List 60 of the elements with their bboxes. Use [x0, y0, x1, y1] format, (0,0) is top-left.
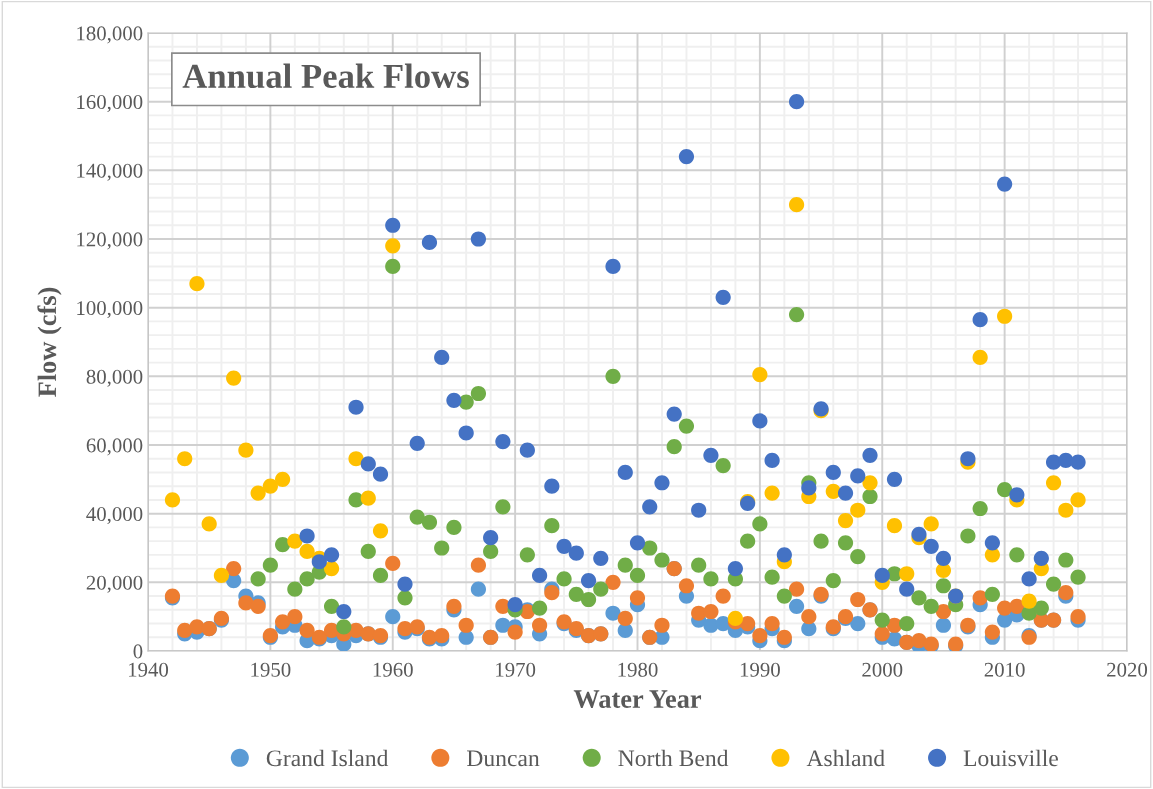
x-tick-label: 2010	[984, 662, 1025, 677]
point	[201, 516, 217, 532]
y-tick-label: 140,000	[77, 163, 143, 181]
legend-label: Louisville	[963, 749, 1058, 767]
y-tick-label: 180,000	[77, 26, 143, 44]
point	[727, 610, 744, 626]
point	[213, 567, 230, 584]
point	[275, 471, 291, 487]
x-tick-label: 1960	[373, 662, 413, 677]
point	[788, 197, 805, 213]
point	[299, 543, 315, 560]
x-tick-label: 1950	[251, 662, 291, 677]
point	[238, 442, 254, 458]
point	[1045, 475, 1062, 491]
legend-label: Duncan	[467, 750, 540, 767]
point	[923, 516, 939, 532]
text: Annual Peak Flows	[182, 63, 469, 89]
x-tick-label: 1990	[740, 662, 780, 677]
point	[262, 478, 278, 494]
point	[360, 490, 376, 506]
y-tick-label: 120,000	[77, 232, 143, 250]
x-tick-label: 2020	[1107, 662, 1148, 677]
point	[177, 451, 193, 467]
point	[972, 349, 988, 366]
point	[348, 451, 364, 467]
point	[164, 492, 181, 508]
legend-label: Ashland	[806, 749, 885, 767]
point	[1070, 492, 1086, 508]
y-tick-label: 160,000	[77, 95, 143, 113]
y-axis-title: Flow (cfs)	[37, 287, 62, 397]
x-tick-label: 1970	[496, 662, 536, 677]
y-tick-label: 20,000	[86, 575, 143, 593]
point	[899, 566, 915, 582]
point	[1058, 502, 1074, 518]
y-tick-label: 60,000	[86, 438, 143, 456]
point	[997, 308, 1013, 324]
x-tick-label: 2000	[862, 662, 903, 677]
point	[837, 512, 854, 529]
point	[764, 485, 780, 501]
point	[323, 560, 340, 577]
point	[752, 367, 768, 383]
y-tick-label: 80,000	[86, 369, 143, 387]
point	[189, 276, 205, 292]
x-axis-title: Water Year	[573, 690, 702, 709]
point	[385, 238, 401, 254]
point	[250, 485, 266, 501]
y-tick-label: 0	[133, 644, 143, 659]
legend-label: Grand Island	[266, 749, 389, 767]
point	[287, 533, 303, 549]
legend-label: North Bend	[618, 749, 729, 767]
point	[372, 523, 389, 539]
x-tick-label: 1940	[129, 662, 169, 677]
point	[850, 502, 866, 518]
point	[886, 518, 903, 534]
point	[1021, 593, 1037, 609]
y-tick-label: 100,000	[77, 301, 143, 319]
x-tick-label: 1980	[618, 662, 658, 677]
point	[862, 475, 878, 491]
y-tick-label: 40,000	[86, 507, 143, 525]
point	[226, 370, 242, 386]
